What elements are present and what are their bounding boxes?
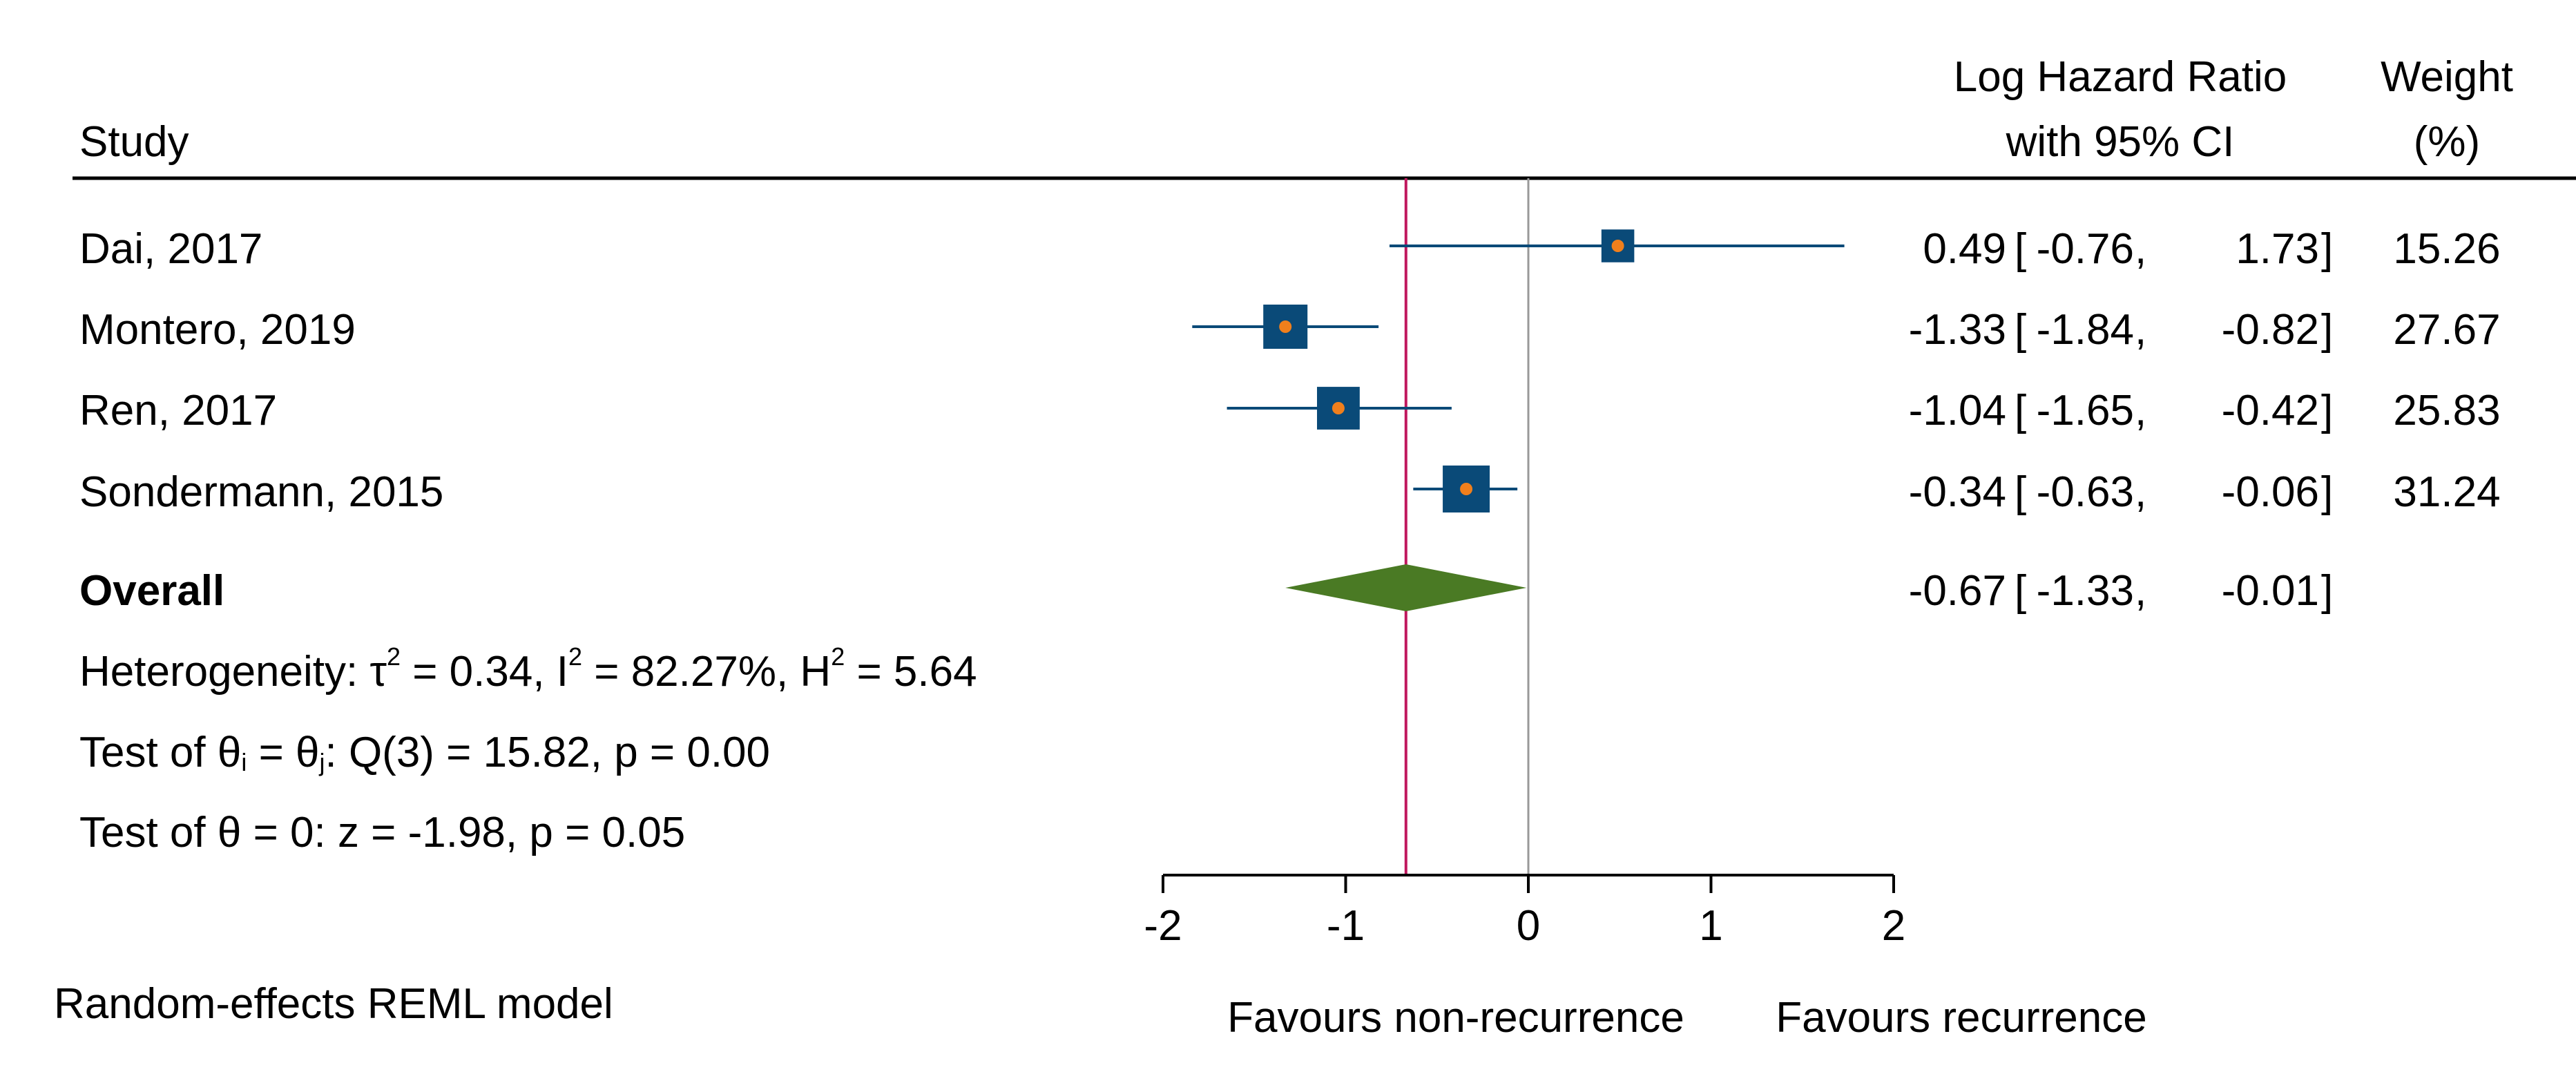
test-homogeneity-rest: : Q(3) = 15.82, p = 0.00 xyxy=(325,729,771,776)
tau-sq-value: = 0.34, I xyxy=(401,648,568,696)
study-ci-upper: 1.73 xyxy=(2236,225,2319,273)
test-homogeneity-prefix: Test of θ xyxy=(79,729,241,776)
point-estimate xyxy=(1611,240,1624,252)
study-weight: 25.83 xyxy=(2393,387,2500,434)
point-estimate xyxy=(1279,320,1292,333)
study-ci-comma: , xyxy=(2135,306,2146,354)
overall-ci-lower: -1.33 xyxy=(2037,567,2134,615)
study-weight: 31.24 xyxy=(2393,468,2500,516)
study-ci-lower: -1.84 xyxy=(2037,306,2134,354)
study-estimate: 0.49 xyxy=(1923,225,2006,273)
study-ci-close: ] xyxy=(2321,306,2333,354)
study-label: Ren, 2017 xyxy=(79,387,277,434)
x-tick-label: 2 xyxy=(1882,902,1905,950)
effect-column-header-line2: with 95% CI xyxy=(2006,118,2235,166)
study-ci-lower: -1.65 xyxy=(2037,387,2134,434)
favours-left-label: Favours non-recurrence xyxy=(1227,994,1684,1042)
study-estimate: -0.34 xyxy=(1909,468,2006,516)
study-ci-comma: , xyxy=(2135,468,2146,516)
study-ci-lower: -0.63 xyxy=(2037,468,2134,516)
overall-row: Overall -0.67 [ -1.33 , -0.01 ] xyxy=(79,567,2333,615)
study-ci-open: [ xyxy=(2015,225,2026,273)
header: Study Log Hazard Ratio with 95% CI Weigh… xyxy=(73,53,2576,180)
i-sq-value: = 82.27%, H xyxy=(582,648,831,696)
weight-column-header-line1: Weight xyxy=(2381,53,2513,101)
study-estimate: -1.33 xyxy=(1909,306,2006,354)
study-weight: 15.26 xyxy=(2393,225,2500,273)
study-column-header: Study xyxy=(79,118,189,166)
point-estimate xyxy=(1332,402,1345,414)
h-sq-value: = 5.64 xyxy=(845,648,977,696)
overall-ci-close: ] xyxy=(2321,567,2333,615)
overall-diamond xyxy=(1285,564,1527,611)
test-homogeneity-text: Test of θi = θj: Q(3) = 15.82, p = 0.00 xyxy=(79,729,770,776)
overall-ci-upper: -0.01 xyxy=(2222,567,2319,615)
test-overall-text: Test of θ = 0: z = -1.98, p = 0.05 xyxy=(79,809,685,856)
study-ci-lower: -0.76 xyxy=(2037,225,2134,273)
overall-label: Overall xyxy=(79,567,224,615)
equals-theta: = θ xyxy=(247,729,319,776)
x-tick-label: -2 xyxy=(1144,902,1182,950)
study-ci-upper: -0.42 xyxy=(2222,387,2319,434)
x-tick-label: 1 xyxy=(1699,902,1722,950)
x-tick-label: -1 xyxy=(1327,902,1365,950)
study-ci-comma: , xyxy=(2135,225,2146,273)
study-row: Montero, 2019 -1.33 [ -1.84 , -0.82 ] 27… xyxy=(79,306,2501,354)
overall-estimate: -0.67 xyxy=(1909,567,2006,615)
study-ci-upper: -0.06 xyxy=(2222,468,2319,516)
h-sq-superscript: 2 xyxy=(831,642,845,671)
study-label: Sondermann, 2015 xyxy=(79,468,443,516)
overall-ci-comma: , xyxy=(2135,567,2146,615)
study-ci-open: [ xyxy=(2015,306,2026,354)
tau-sq-superscript: 2 xyxy=(387,642,401,671)
study-ci-comma: , xyxy=(2135,387,2146,434)
study-row: Sondermann, 2015 -0.34 [ -0.63 , -0.06 ]… xyxy=(79,468,2501,516)
plot-marks xyxy=(1192,229,1845,611)
weight-column-header-line2: (%) xyxy=(2414,118,2480,166)
point-estimate xyxy=(1460,483,1473,495)
study-ci-close: ] xyxy=(2321,468,2333,516)
study-ci-open: [ xyxy=(2015,387,2026,434)
study-ci-open: [ xyxy=(2015,468,2026,516)
reference-lines xyxy=(1404,178,1530,875)
study-weight: 27.67 xyxy=(2393,306,2500,354)
subscript-i: i xyxy=(241,748,247,776)
study-estimate: -1.04 xyxy=(1909,387,2006,434)
heterogeneity-prefix: Heterogeneity: τ xyxy=(79,648,387,696)
study-ci-close: ] xyxy=(2321,225,2333,273)
effect-column-header-line1: Log Hazard Ratio xyxy=(1954,53,2287,101)
overall-ci-open: [ xyxy=(2015,567,2026,615)
study-row: Dai, 2017 0.49 [ -0.76 , 1.73 ] 15.26 xyxy=(79,225,2501,273)
study-ci-upper: -0.82 xyxy=(2222,306,2319,354)
model-note: Random-effects REML model xyxy=(54,980,613,1028)
heterogeneity-text: Heterogeneity: τ2 = 0.34, I2 = 82.27%, H… xyxy=(79,642,977,696)
study-label: Montero, 2019 xyxy=(79,306,356,354)
study-ci-close: ] xyxy=(2321,387,2333,434)
study-label: Dai, 2017 xyxy=(79,225,262,273)
i-sq-superscript: 2 xyxy=(568,642,582,671)
statistics: Heterogeneity: τ2 = 0.34, I2 = 82.27%, H… xyxy=(79,642,977,856)
study-row: Ren, 2017 -1.04 [ -1.65 , -0.42 ] 25.83 xyxy=(79,387,2501,434)
favours-right-label: Favours recurrence xyxy=(1776,994,2147,1042)
x-tick-label: 0 xyxy=(1517,902,1540,950)
x-axis: -2 -1 0 1 2 xyxy=(1144,874,1905,950)
subscript-j: j xyxy=(319,748,325,776)
study-rows: Dai, 2017 0.49 [ -0.76 , 1.73 ] 15.26 Mo… xyxy=(79,225,2501,516)
